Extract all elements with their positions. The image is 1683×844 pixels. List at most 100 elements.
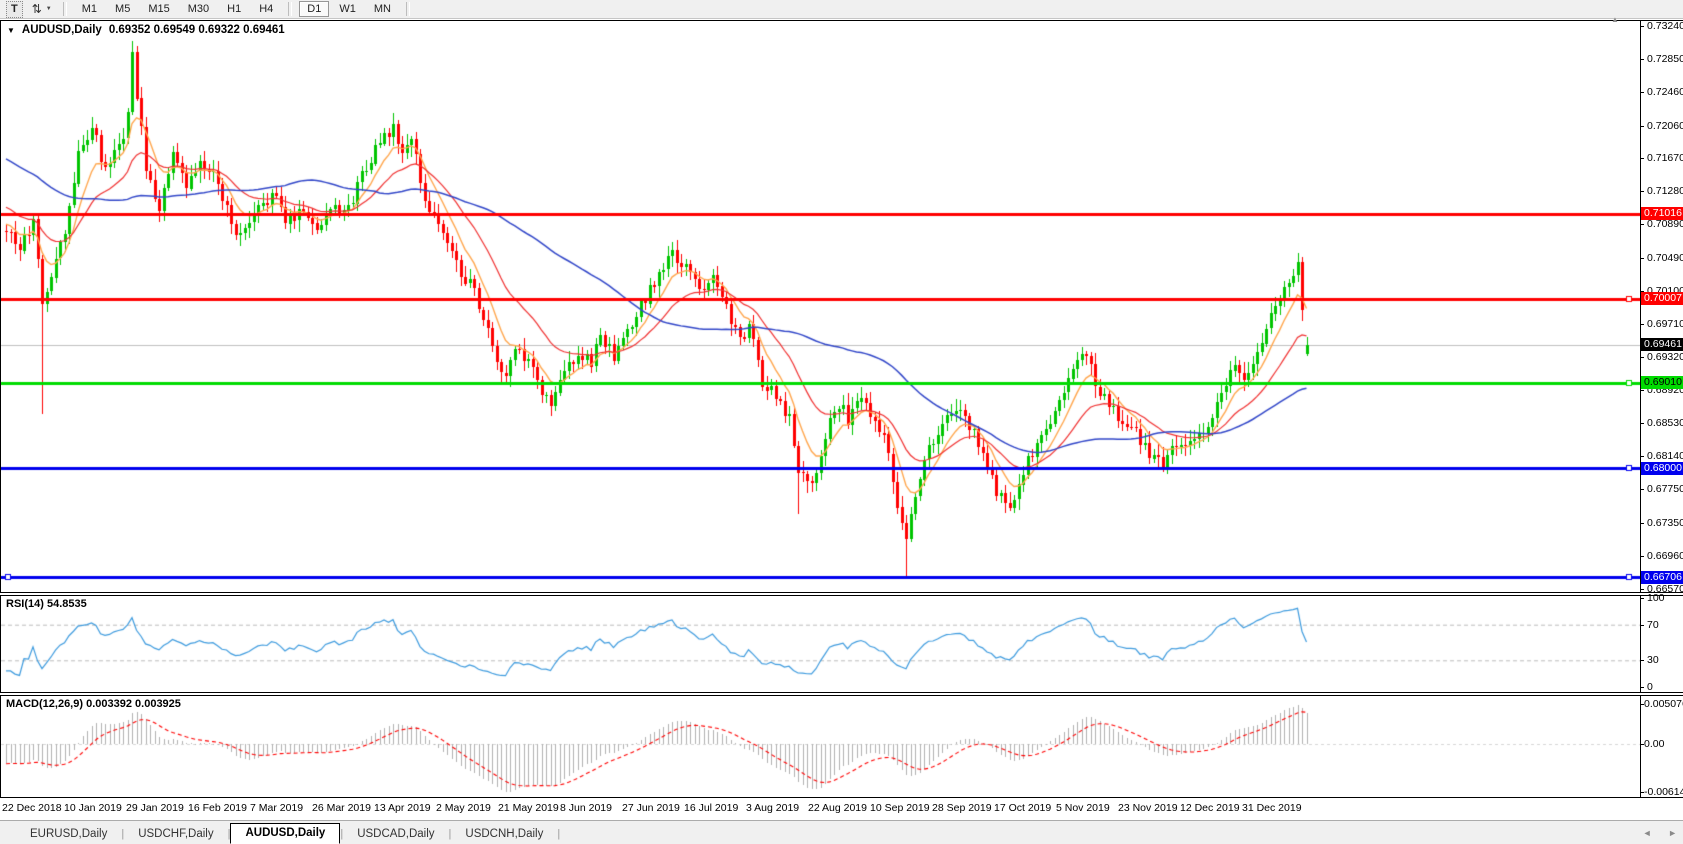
timeframe-button-MN[interactable]: MN — [373, 3, 391, 15]
tab-separator: | — [340, 828, 344, 840]
macd-tick-mark — [1640, 792, 1644, 793]
price-tick-mark — [1640, 489, 1644, 490]
timeframe-button-M1[interactable]: M1 — [81, 3, 98, 15]
text-tool-icon: T — [11, 3, 18, 15]
price-level-badge: 0.66706 — [1641, 571, 1683, 584]
timeframe-button-H1[interactable]: H1 — [227, 3, 242, 15]
macd-tick-label: -0.006148 — [1644, 786, 1683, 798]
date-label: 26 Mar 2019 — [312, 802, 371, 814]
rsi-tick-mark — [1640, 625, 1644, 626]
price-chart-pane: ▼ AUDUSD,Daily 0.69352 0.69549 0.69322 0… — [0, 20, 1683, 593]
rsi-tick-label: 30 — [1647, 654, 1659, 666]
tab-scroll-right-icon[interactable]: ► — [1668, 828, 1677, 838]
date-label: 28 Sep 2019 — [932, 802, 992, 814]
price-tick-label: 0.68140 — [1647, 450, 1683, 462]
price-tick-label: 0.70490 — [1647, 252, 1683, 264]
macd-name: MACD(12,26,9) — [6, 698, 84, 710]
rsi-name: RSI(14) — [6, 598, 44, 610]
price-tick-label: 0.72060 — [1647, 120, 1683, 132]
price-tick-label: 0.70890 — [1647, 218, 1683, 230]
date-label: 8 Jun 2019 — [560, 802, 612, 814]
macd-tick-label: 0.00 — [1644, 738, 1665, 750]
tab-scroll-left-icon[interactable]: ◄ — [1642, 828, 1652, 838]
price-tick-mark — [1640, 224, 1644, 225]
rsi-indicator-pane: RSI(14) 54.8535 — [0, 595, 1683, 693]
chart-symbol-label: AUDUSD,Daily — [21, 24, 102, 36]
date-label: 3 Aug 2019 — [746, 802, 800, 814]
rsi-tick-label: 0 — [1647, 681, 1653, 693]
toolbar-separator — [288, 2, 293, 16]
price-level-badge: 0.69461 — [1641, 338, 1683, 351]
price-level-badge: 0.70007 — [1641, 292, 1683, 305]
price-tick-mark — [1640, 423, 1644, 424]
date-label: 23 Nov 2019 — [1118, 802, 1178, 814]
price-tick-mark — [1640, 258, 1644, 259]
timeframe-button-W1[interactable]: W1 — [339, 3, 356, 15]
price-tick-mark — [1640, 390, 1644, 391]
updown-arrows-icon: ⇅ — [31, 2, 42, 16]
price-tick-mark — [1640, 59, 1644, 60]
price-level-badge: 0.71016 — [1641, 207, 1683, 220]
price-level-badge: 0.68000 — [1641, 462, 1683, 475]
date-label: 10 Jan 2019 — [64, 802, 122, 814]
macd-current-values: 0.003392 0.003925 — [86, 698, 181, 710]
chart-tab-EURUSD[interactable]: EURUSD,Daily — [30, 828, 108, 840]
chart-tabs: EURUSD,Daily | USDCHF,Daily | AUDUSD,Daily | U… — [0, 821, 1683, 844]
collapse-chart-icon[interactable]: ▼ — [7, 25, 15, 35]
tab-separator: | — [448, 828, 452, 840]
price-tick-label: 0.73240 — [1647, 20, 1683, 32]
chevron-down-icon: ▼ — [45, 6, 52, 12]
price-tick-mark — [1640, 191, 1644, 192]
timeframe-button-M30[interactable]: M30 — [187, 3, 210, 15]
price-tick-mark — [1640, 523, 1644, 524]
rsi-chart-canvas[interactable] — [1, 596, 1640, 692]
cursor-tool-button[interactable]: ⇅ ▼ — [27, 1, 57, 18]
rsi-current-value: 54.8535 — [46, 598, 87, 610]
date-label: 13 Apr 2019 — [374, 802, 431, 814]
price-axis-line — [1640, 21, 1641, 592]
date-label: 21 May 2019 — [498, 802, 559, 814]
price-tick-mark — [1640, 26, 1644, 27]
tab-separator: | — [557, 828, 561, 840]
chart-tab-USDCHF[interactable]: USDCHF,Daily — [138, 828, 214, 840]
price-tick-label: 0.66570 — [1647, 583, 1683, 595]
chart-tab-bar: EURUSD,Daily | USDCHF,Daily | AUDUSD,Daily | U… — [0, 820, 1683, 844]
chart-title: ▼ AUDUSD,Daily 0.69352 0.69549 0.69322 0… — [7, 24, 285, 36]
date-label: 16 Jul 2019 — [684, 802, 739, 814]
timeframe-button-H4[interactable]: H4 — [259, 3, 274, 15]
chart-tab-USDCNH[interactable]: USDCNH,Daily — [465, 828, 544, 840]
candlestick-chart-canvas[interactable] — [1, 21, 1640, 592]
date-label: 12 Dec 2019 — [1180, 802, 1240, 814]
date-label: 22 Aug 2019 — [808, 802, 867, 814]
price-tick-mark — [1640, 324, 1644, 325]
date-label: 31 Dec 2019 — [1242, 802, 1302, 814]
price-level-badge: 0.69010 — [1641, 376, 1683, 389]
price-tick-mark — [1640, 126, 1644, 127]
price-tick-label: 0.71280 — [1647, 185, 1683, 197]
price-tick-label: 0.69320 — [1647, 351, 1683, 363]
rsi-axis-line — [1640, 596, 1641, 692]
price-tick-mark — [1640, 158, 1644, 159]
macd-chart-canvas[interactable] — [1, 696, 1640, 797]
timeframe-group-higher: D1 W1 MN — [298, 1, 400, 17]
price-tick-mark — [1640, 357, 1644, 358]
timeframe-button-M15[interactable]: M15 — [148, 3, 170, 15]
axis-scroll-up-icon[interactable]: ▲ — [1611, 15, 1619, 24]
price-tick-label: 0.67750 — [1647, 483, 1683, 495]
chart-tab-USDCAD[interactable]: USDCAD,Daily — [357, 828, 435, 840]
date-label: 16 Feb 2019 — [188, 802, 247, 814]
macd-tick-label: 0.005076 — [1644, 698, 1683, 710]
timeframe-button-D1[interactable]: D1 — [299, 1, 330, 17]
date-axis: 22 Dec 2018 10 Jan 2019 29 Jan 2019 16 Feb … — [0, 799, 1683, 819]
date-label: 2 May 2019 — [436, 802, 491, 814]
rsi-tick-mark — [1640, 660, 1644, 661]
text-tool-button[interactable]: T — [6, 0, 23, 18]
date-label: 5 Nov 2019 — [1056, 802, 1110, 814]
rsi-tick-mark — [1640, 687, 1644, 688]
price-tick-label: 0.68530 — [1647, 417, 1683, 429]
rsi-tick-label: 100 — [1647, 592, 1665, 604]
timeframe-button-M5[interactable]: M5 — [115, 3, 131, 15]
macd-tick-mark — [1640, 704, 1644, 705]
chart-tab-AUDUSD[interactable]: AUDUSD,Daily — [230, 823, 341, 844]
